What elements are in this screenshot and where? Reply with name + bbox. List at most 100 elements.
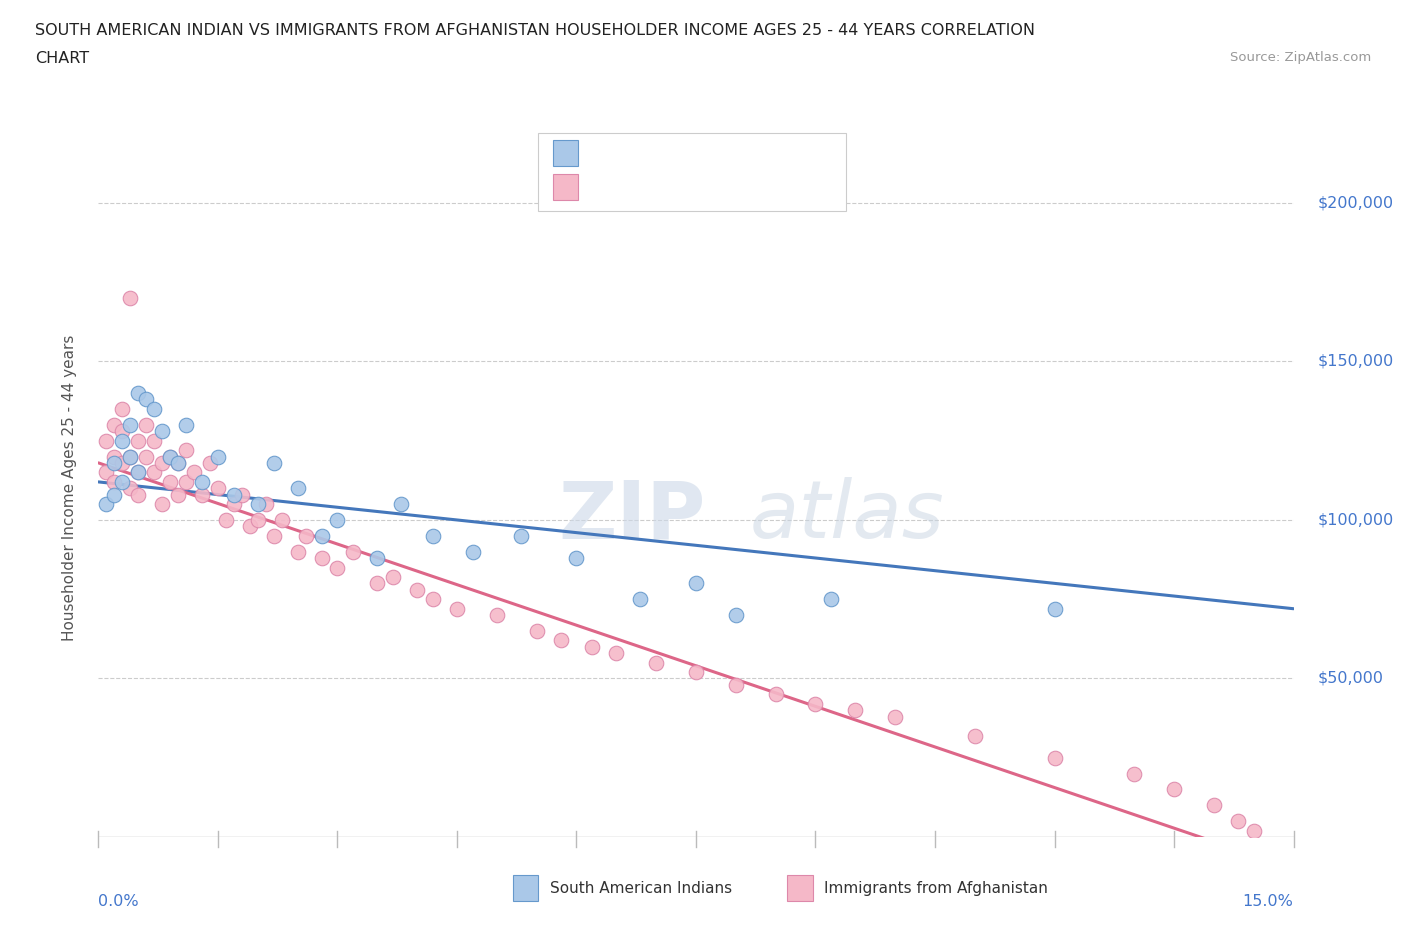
- Point: [422, 528, 444, 543]
- Point: [526, 623, 548, 638]
- Point: [103, 449, 125, 464]
- Point: [1043, 602, 1066, 617]
- Point: [174, 418, 197, 432]
- Point: [311, 528, 333, 543]
- Point: [461, 544, 484, 559]
- Point: [1043, 751, 1066, 765]
- Point: [111, 433, 134, 448]
- Point: [222, 487, 245, 502]
- Point: [1123, 766, 1146, 781]
- Text: atlas: atlas: [749, 477, 945, 555]
- Point: [103, 474, 125, 489]
- Point: [724, 607, 747, 622]
- Point: [143, 465, 166, 480]
- Point: [326, 512, 349, 527]
- Text: $200,000: $200,000: [1317, 195, 1393, 210]
- Point: [207, 449, 229, 464]
- Point: [167, 487, 190, 502]
- Point: [167, 456, 190, 471]
- Point: [263, 456, 285, 471]
- Point: [207, 481, 229, 496]
- Point: [120, 481, 142, 496]
- Text: ZIP: ZIP: [558, 477, 706, 555]
- Point: [422, 591, 444, 606]
- Point: [724, 677, 747, 692]
- Point: [120, 290, 142, 305]
- Point: [628, 591, 651, 606]
- Text: Source: ZipAtlas.com: Source: ZipAtlas.com: [1230, 51, 1371, 64]
- Point: [231, 487, 253, 502]
- Point: [581, 639, 603, 654]
- Point: [198, 456, 221, 471]
- Point: [127, 386, 149, 401]
- Point: [191, 474, 214, 489]
- Point: [120, 418, 142, 432]
- Point: [143, 402, 166, 417]
- Point: [263, 528, 285, 543]
- Point: [287, 481, 309, 496]
- Text: CHART: CHART: [35, 51, 89, 66]
- Point: [509, 528, 531, 543]
- Point: [96, 497, 118, 512]
- Point: [804, 697, 827, 711]
- Text: 15.0%: 15.0%: [1243, 894, 1294, 909]
- Point: [127, 487, 149, 502]
- Text: 0.0%: 0.0%: [98, 894, 139, 909]
- Point: [820, 591, 842, 606]
- Point: [382, 569, 405, 584]
- Text: R = -0.250   N = 34: R = -0.250 N = 34: [589, 144, 752, 163]
- Point: [1226, 814, 1249, 829]
- Text: $50,000: $50,000: [1317, 671, 1384, 686]
- Point: [120, 449, 142, 464]
- Point: [159, 474, 181, 489]
- Text: South American Indians: South American Indians: [550, 881, 733, 896]
- Point: [159, 449, 181, 464]
- Point: [127, 433, 149, 448]
- Point: [150, 497, 173, 512]
- Point: [120, 449, 142, 464]
- Point: [963, 728, 986, 743]
- Point: [366, 576, 388, 591]
- Point: [366, 551, 388, 565]
- Point: [103, 456, 125, 471]
- Point: [311, 551, 333, 565]
- Point: [1163, 782, 1185, 797]
- Point: [135, 418, 157, 432]
- Point: [127, 465, 149, 480]
- Text: $150,000: $150,000: [1317, 354, 1393, 369]
- Point: [1202, 798, 1225, 813]
- Point: [246, 497, 269, 512]
- Point: [150, 424, 173, 439]
- Text: $100,000: $100,000: [1317, 512, 1393, 527]
- Point: [111, 402, 134, 417]
- Text: R = -0.587   N = 67: R = -0.587 N = 67: [589, 178, 752, 196]
- Point: [294, 528, 316, 543]
- Point: [111, 456, 134, 471]
- Text: Immigrants from Afghanistan: Immigrants from Afghanistan: [824, 881, 1047, 896]
- Point: [389, 497, 412, 512]
- Point: [884, 709, 907, 724]
- Point: [254, 497, 277, 512]
- Text: SOUTH AMERICAN INDIAN VS IMMIGRANTS FROM AFGHANISTAN HOUSEHOLDER INCOME AGES 25 : SOUTH AMERICAN INDIAN VS IMMIGRANTS FROM…: [35, 23, 1035, 38]
- Text: Householder Income Ages 25 - 44 years: Householder Income Ages 25 - 44 years: [62, 335, 77, 642]
- Point: [270, 512, 292, 527]
- Point: [326, 560, 349, 575]
- Point: [167, 456, 190, 471]
- Point: [1243, 823, 1265, 838]
- Point: [645, 655, 668, 670]
- Point: [550, 633, 572, 648]
- Point: [103, 487, 125, 502]
- Point: [183, 465, 205, 480]
- Point: [135, 392, 157, 407]
- Point: [174, 443, 197, 458]
- Point: [239, 519, 262, 534]
- Point: [174, 474, 197, 489]
- Point: [111, 474, 134, 489]
- Point: [127, 465, 149, 480]
- Point: [150, 456, 173, 471]
- Point: [485, 607, 508, 622]
- Point: [844, 703, 866, 718]
- Point: [135, 449, 157, 464]
- Point: [103, 418, 125, 432]
- Point: [111, 424, 134, 439]
